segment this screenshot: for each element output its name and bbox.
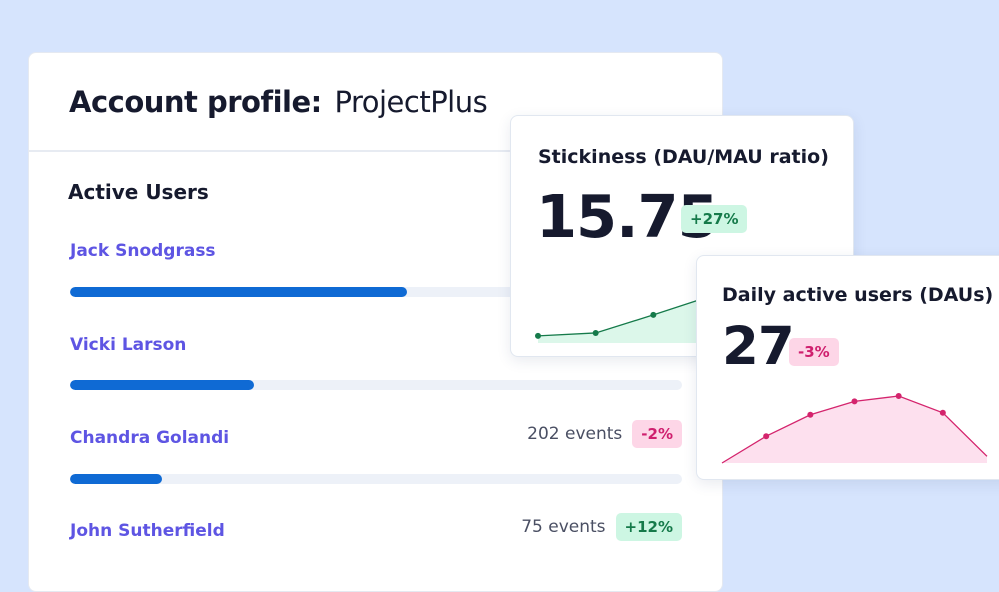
- active-users-heading: Active Users: [68, 180, 209, 204]
- user-meta: 75 events +12%: [521, 513, 682, 541]
- user-progress-bar: [70, 287, 682, 297]
- user-name-link[interactable]: John Sutherfield: [70, 521, 225, 541]
- sparkline-area: [538, 296, 711, 343]
- change-badge: -2%: [632, 420, 682, 448]
- user-meta: 202 events -2%: [527, 420, 682, 448]
- user-row[interactable]: Vicki Larson: [70, 335, 682, 355]
- dau-change-badge: -3%: [789, 338, 839, 366]
- user-name-link[interactable]: Chandra Golandi: [70, 428, 230, 448]
- user-progress-bar: [70, 380, 682, 390]
- user-progress-fill: [70, 287, 407, 297]
- user-progress-bar: [70, 474, 682, 484]
- user-row[interactable]: Jack Snodgrass: [70, 241, 682, 261]
- dau-sparkline: [721, 393, 988, 464]
- sparkline-area: [722, 396, 987, 463]
- sparkline-point: [650, 311, 657, 318]
- dau-label: Daily active users (DAUs): [722, 284, 994, 306]
- stickiness-change-badge: +27%: [681, 205, 748, 233]
- profile-header: Account profile: ProjectPlus: [29, 53, 722, 152]
- sparkline-point: [939, 409, 946, 416]
- sparkline-point: [851, 398, 858, 405]
- sparkline-point: [763, 433, 770, 440]
- user-name-link[interactable]: Jack Snodgrass: [70, 241, 216, 261]
- title-label: Account profile:: [69, 84, 322, 119]
- sparkline-point: [592, 329, 599, 336]
- sparkline-point: [535, 332, 541, 339]
- sparkline-point: [895, 393, 902, 399]
- stickiness-sparkline: [535, 295, 712, 343]
- event-count: 202 events: [527, 424, 623, 444]
- user-progress-fill: [70, 380, 254, 390]
- page-title: Account profile: ProjectPlus: [69, 84, 488, 119]
- event-count: 75 events: [521, 517, 606, 537]
- account-name: ProjectPlus: [334, 84, 488, 119]
- dau-card: Daily active users (DAUs) 27 -3%: [696, 255, 999, 480]
- sparkline-point: [807, 411, 814, 418]
- dau-value: 27: [722, 316, 795, 377]
- stickiness-label: Stickiness (DAU/MAU ratio): [538, 146, 829, 168]
- user-name-link[interactable]: Vicki Larson: [70, 335, 187, 355]
- sparkline-line: [537, 295, 712, 337]
- user-row[interactable]: Chandra Golandi 202 events -2%: [70, 420, 682, 448]
- change-badge: +12%: [615, 513, 682, 541]
- user-progress-fill: [70, 474, 162, 484]
- user-row[interactable]: John Sutherfield 75 events +12%: [70, 513, 682, 541]
